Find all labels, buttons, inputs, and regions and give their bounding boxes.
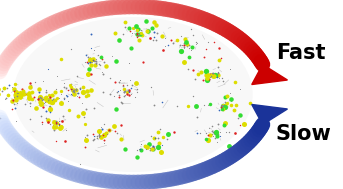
Polygon shape — [252, 64, 287, 84]
Text: Fast: Fast — [276, 43, 326, 63]
Text: Slow: Slow — [276, 124, 332, 144]
Polygon shape — [252, 105, 287, 125]
Ellipse shape — [13, 17, 253, 172]
